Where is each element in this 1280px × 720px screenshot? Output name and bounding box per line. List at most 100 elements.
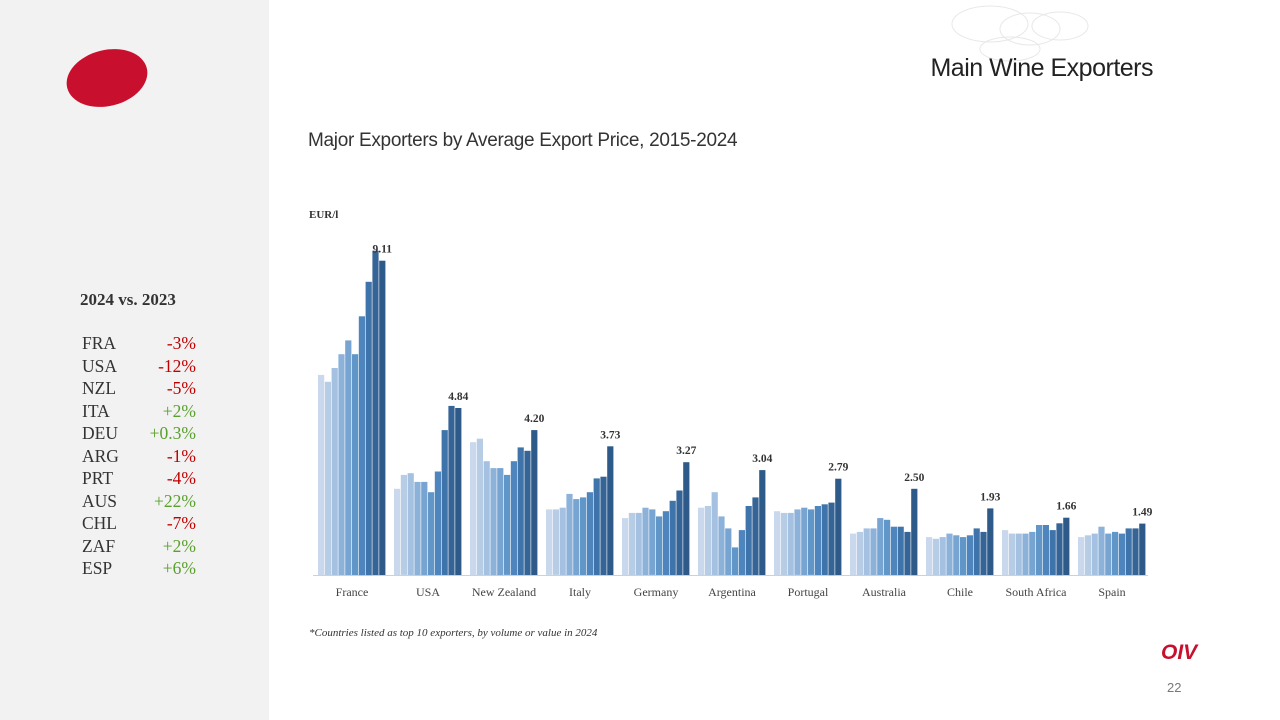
change-value: +0.3% [149, 423, 196, 443]
category-label: Italy [569, 585, 591, 599]
bar-usa-2021 [434, 471, 441, 575]
summary-row: NZL -5% [82, 377, 202, 400]
bar-south-africa-2018 [1022, 533, 1029, 575]
bar-australia-2023 [904, 531, 911, 575]
bar-france-2016 [324, 381, 331, 575]
bar-germany-2016 [628, 512, 635, 575]
bar-argentina-2023 [752, 497, 759, 575]
bar-argentina-2020 [732, 547, 739, 575]
bar-portugal-2022 [821, 504, 828, 575]
bar-south-africa-2016 [1008, 533, 1015, 575]
bar-south-africa-2021 [1042, 525, 1049, 575]
bar-usa-2022 [441, 430, 448, 575]
bar-italy-2023 [600, 476, 607, 575]
bar-spain-2024 [1139, 523, 1146, 575]
chart-title: Major Exporters by Average Export Price,… [308, 130, 738, 151]
bar-usa-2024 [455, 408, 462, 575]
bar-australia-2021 [890, 526, 897, 575]
change-value: -5% [166, 378, 196, 398]
bar-usa-2020 [428, 492, 435, 575]
summary-list: FRA -3% USA -12% NZL -5% ITA +2% DEU +0.3% ARG -1% P… [82, 332, 202, 580]
category-label: Germany [634, 585, 679, 599]
bar-australia-2018 [870, 528, 877, 575]
summary-row: ARG -1% [82, 445, 202, 468]
bar-portugal-2023 [828, 502, 835, 576]
bar-australia-2015 [850, 533, 857, 575]
data-label: 1.66 [1056, 501, 1076, 513]
summary-row: ESP +6% [82, 557, 202, 580]
bar-argentina-2017 [711, 492, 718, 575]
bar-germany-2023 [676, 490, 683, 575]
slide-title: Main Wine Exporters [930, 54, 1153, 82]
change-value: -4% [166, 468, 196, 488]
category-label: Australia [862, 585, 907, 599]
bar-portugal-2016 [780, 512, 787, 575]
bar-south-africa-2015 [1002, 530, 1009, 575]
bar-portugal-2017 [787, 512, 794, 575]
bar-australia-2016 [856, 531, 863, 575]
bar-australia-2020 [884, 519, 891, 575]
bar-france-2023 [372, 250, 379, 575]
bar-new-zealand-2019 [497, 468, 504, 576]
bar-spain-2020 [1112, 531, 1119, 575]
bar-germany-2024 [683, 462, 690, 575]
bar-argentina-2018 [718, 516, 725, 575]
bar-usa-2015 [394, 488, 401, 576]
category-label: USA [416, 585, 440, 599]
y-axis-label: EUR/l [309, 209, 338, 221]
bar-chile-2016 [932, 538, 939, 575]
bar-france-2022 [365, 281, 372, 576]
summary-row: ZAF +2% [82, 535, 202, 558]
bar-new-zealand-2021 [510, 461, 517, 575]
bar-spain-2018 [1098, 526, 1105, 575]
bar-italy-2018 [566, 493, 573, 575]
data-label: 1.93 [980, 491, 1000, 503]
bar-south-africa-2017 [1015, 533, 1022, 575]
bar-germany-2020 [656, 516, 663, 575]
data-label: 4.84 [448, 391, 468, 403]
category-label: Portugal [788, 585, 829, 599]
bar-usa-2019 [421, 481, 428, 576]
bar-chile-2024 [987, 508, 994, 575]
bar-france-2015 [318, 374, 325, 575]
oiv-logo: OIV [1161, 641, 1198, 664]
bar-italy-2016 [552, 509, 559, 575]
bar-spain-2016 [1084, 535, 1091, 575]
category-label: Argentina [708, 585, 756, 599]
country-code: AUS [82, 490, 118, 511]
country-code: NZL [82, 378, 117, 398]
bar-new-zealand-2024 [531, 430, 538, 575]
bar-argentina-2021 [738, 530, 745, 575]
footnote: *Countries listed as top 10 exporters, b… [309, 627, 598, 639]
change-value: +6% [162, 558, 196, 578]
bar-spain-2017 [1091, 533, 1098, 575]
bar-portugal-2021 [814, 506, 821, 575]
bar-portugal-2018 [794, 509, 801, 575]
bar-chart: EUR/l 9.11 France 4.84 USA 4.20 New Zealand 3.7… [309, 209, 1153, 599]
bar-new-zealand-2023 [524, 450, 531, 575]
data-label: 2.50 [904, 472, 924, 484]
change-value: -1% [166, 445, 196, 466]
bar-chile-2023 [980, 531, 987, 575]
bar-france-2018 [338, 354, 345, 575]
bar-spain-2015 [1078, 537, 1085, 576]
bar-south-africa-2023 [1056, 523, 1063, 576]
bar-france-2021 [358, 316, 365, 576]
bar-usa-2016 [400, 474, 407, 575]
bar-argentina-2019 [725, 528, 732, 575]
bar-australia-2017 [863, 528, 870, 575]
change-value: +22% [154, 490, 196, 511]
bar-australia-2019 [877, 518, 884, 575]
bar-argentina-2015 [698, 507, 705, 575]
data-label: 1.49 [1132, 507, 1152, 519]
bar-australia-2024 [911, 488, 918, 576]
category-label: France [336, 585, 369, 599]
bar-new-zealand-2022 [517, 447, 524, 575]
summary-row: DEU +0.3% [82, 422, 202, 445]
summary-row: FRA -3% [82, 332, 202, 355]
summary-row: CHL -7% [82, 512, 202, 535]
bar-south-africa-2022 [1049, 530, 1056, 575]
bar-argentina-2016 [704, 506, 711, 575]
bar-portugal-2019 [801, 507, 808, 575]
bar-spain-2022 [1125, 528, 1132, 575]
